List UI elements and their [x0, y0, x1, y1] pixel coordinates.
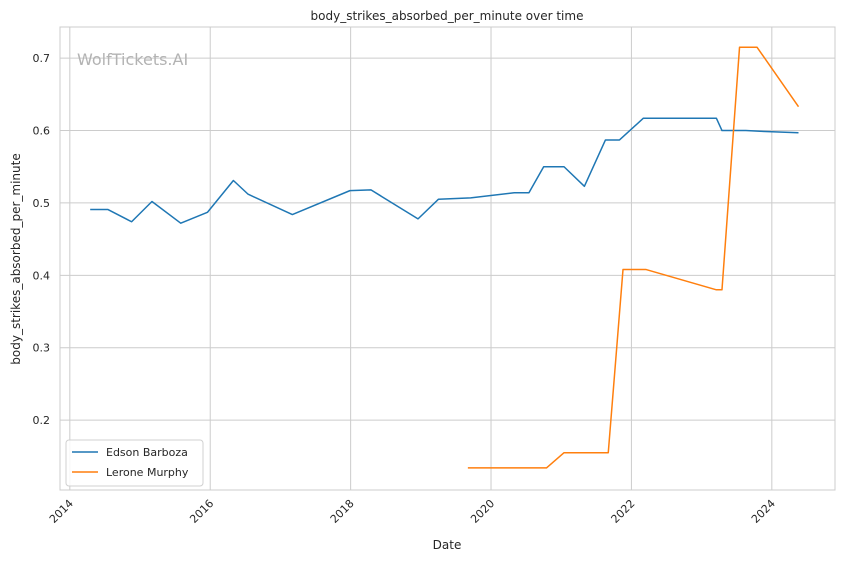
legend-label-edson-barboza: Edson Barboza: [106, 446, 188, 459]
y-tick-label: 0.5: [33, 197, 51, 210]
horizontal-gridlines: [60, 57, 835, 421]
y-tick-label: 0.6: [33, 125, 51, 138]
y-tick-label: 0.7: [33, 52, 51, 65]
series-lines: [90, 46, 800, 469]
series-line-edson-barboza: [90, 117, 799, 224]
x-axis-label: Date: [433, 538, 462, 552]
y-tick-label: 0.3: [33, 342, 51, 355]
legend-label-lerone-murphy: Lerone Murphy: [106, 466, 189, 479]
plot-frame: [59, 26, 836, 491]
watermark: WolfTickets.AI: [77, 50, 188, 69]
y-axis-label: body_strikes_absorbed_per_minute: [9, 153, 23, 364]
y-tick-label: 0.2: [33, 414, 51, 427]
y-tick-label: 0.4: [33, 269, 51, 282]
chart-title: body_strikes_absorbed_per_minute over ti…: [311, 9, 584, 23]
y-tick-labels: 0.2 0.3 0.4 0.5 0.6 0.7: [33, 52, 51, 427]
vertical-gridlines: [69, 27, 773, 490]
legend: Edson Barboza Lerone Murphy: [65, 439, 204, 487]
legend-box: [65, 439, 204, 487]
series-line-lerone-murphy: [467, 46, 800, 469]
